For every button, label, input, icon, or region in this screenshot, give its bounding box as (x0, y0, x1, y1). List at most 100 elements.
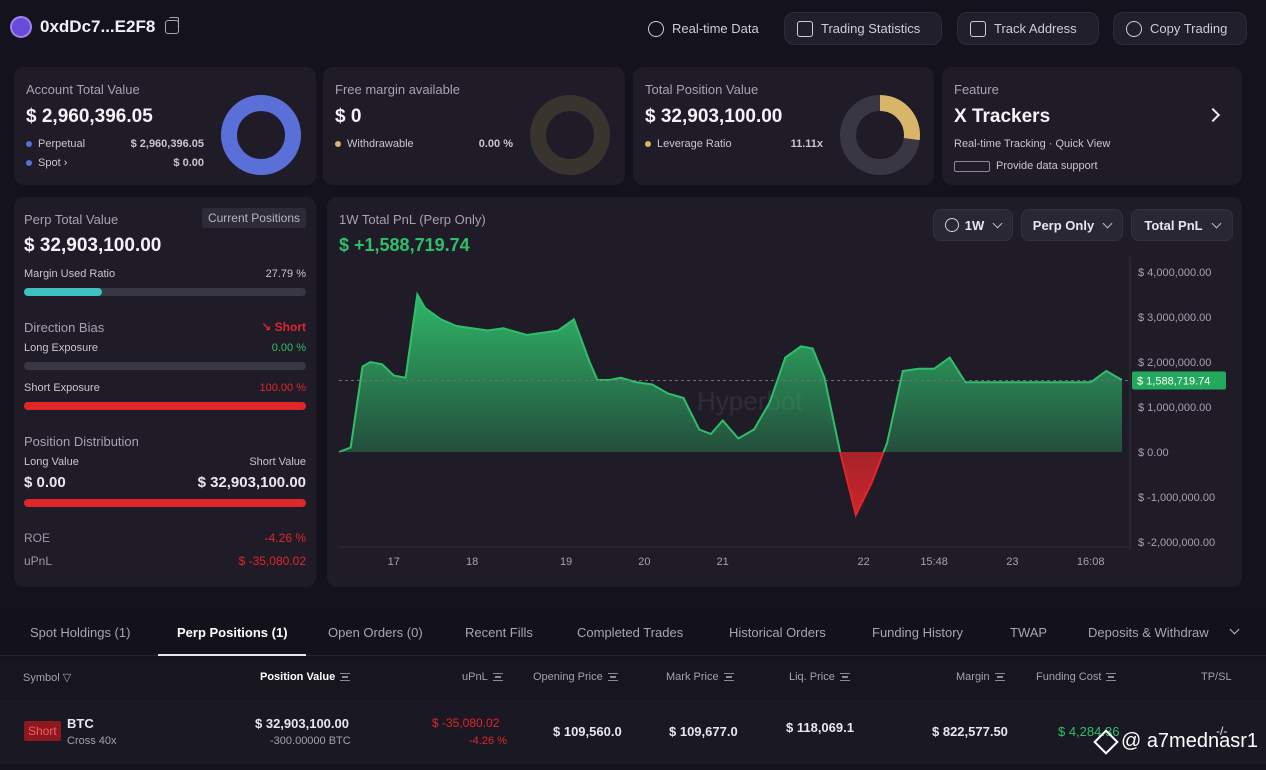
wallet-address: 0xdDc7...E2F8 (40, 17, 156, 36)
row-tpsl[interactable]: -/- (1216, 724, 1228, 738)
trend-down-icon: ↘ (261, 320, 275, 334)
upnl-row: uPnL $ -35,080.02 (24, 554, 306, 568)
col-liq-price[interactable]: Liq. Price (789, 671, 850, 683)
col-position-value[interactable]: Position Value (260, 671, 351, 683)
address-block: 0xdDc7...E2F8 (10, 16, 180, 38)
row-position-value: $ 32,903,100.00 (255, 716, 349, 731)
col-tpsl: TP/SL (1201, 671, 1232, 683)
track-address-button[interactable]: Track Address (957, 12, 1099, 45)
margin-donut (530, 95, 610, 175)
distribution-values-row: $ 0.00 $ 32,903,100.00 (24, 474, 306, 491)
y-tick-label: $ 2,000,000.00 (1138, 357, 1211, 369)
direction-bias-label: Direction Bias (24, 320, 105, 335)
tab-perp-positions[interactable]: Perp Positions (1) (177, 625, 288, 640)
perpetual-value: $ 2,960,396.05 (130, 138, 204, 150)
binance-logo-icon (1093, 728, 1119, 755)
chevron-down-icon[interactable] (1229, 624, 1240, 635)
feature-name: X Trackers (954, 106, 1051, 127)
feature-card[interactable]: Feature X Trackers Real-time Tracking · … (942, 67, 1242, 185)
side-badge: Short (24, 721, 61, 741)
tab-twap[interactable]: TWAP (1010, 625, 1048, 640)
long-exposure-bar (24, 362, 306, 370)
top-bar: 0xdDc7...E2F8 Real-time Data Trading Sta… (0, 0, 1266, 58)
roe-label: ROE (24, 531, 51, 545)
margin-used-label: Margin Used Ratio (24, 268, 116, 280)
copy-icon[interactable] (165, 17, 180, 34)
long-exposure-row: Long Exposure 0.00 % (24, 342, 306, 354)
tab-open-orders[interactable]: Open Orders (0) (328, 625, 423, 640)
tab-historical-orders[interactable]: Historical Orders (729, 625, 826, 640)
spot-row[interactable]: Spot › $ 0.00 (26, 157, 204, 169)
current-positions-button[interactable]: Current Positions (201, 208, 306, 228)
pnl-value: $ +1,588,719.74 (339, 235, 470, 255)
current-value-tag (1132, 371, 1226, 390)
col-funding-cost-label: Funding Cost (1036, 671, 1102, 683)
tab-funding-history[interactable]: Funding History (872, 625, 964, 640)
tab-recent-fills[interactable]: Recent Fills (465, 625, 533, 640)
clock-icon (944, 218, 959, 232)
y-tick-label: $ -1,000,000.00 (1138, 492, 1215, 504)
chevron-right-icon[interactable] (1205, 107, 1221, 123)
trading-statistics-button[interactable]: Trading Statistics (784, 12, 942, 45)
margin-used-fill (24, 288, 103, 296)
col-opening-price[interactable]: Opening Price (533, 671, 618, 683)
pnl-chart: Hyperbot $ 4,000,000.00$ 3,000,000.00$ 2… (338, 257, 1226, 568)
free-margin-card: Free margin available $ 0 Withdrawable 0… (323, 67, 625, 185)
free-margin-value: $ 0 (335, 106, 362, 127)
stats-icon (797, 20, 813, 37)
position-distribution-label: Position Distribution (24, 434, 139, 449)
real-time-data-button[interactable]: Real-time Data (636, 12, 771, 45)
tab-spot-holdings[interactable]: Spot Holdings (1) (30, 625, 131, 640)
row-opening-price: $ 109,560.0 (553, 724, 622, 739)
col-symbol[interactable]: Symbol ▽ (23, 671, 71, 684)
metric-select-label: Total PnL (1144, 217, 1203, 233)
tab-deposits-withdraw[interactable]: Deposits & Withdraw (1088, 625, 1209, 640)
y-tick-label: $ 3,000,000.00 (1138, 312, 1211, 324)
pnl-chart-panel: 1W Total PnL (Perp Only) $ +1,588,719.74… (327, 197, 1242, 587)
x-tick-label: 23 (1006, 556, 1018, 568)
short-exposure-bar (24, 402, 306, 410)
leverage-value: 11.11x (790, 138, 823, 150)
long-exposure-value: 0.00 % (271, 342, 306, 354)
long-value-label: Long Value (24, 456, 79, 468)
watermark: @ a7mednasr1 (1093, 728, 1258, 755)
col-margin[interactable]: Margin (956, 671, 1005, 683)
copy-trading-button[interactable]: Copy Trading (1113, 12, 1247, 45)
leverage-row: Leverage Ratio 11.11x (645, 138, 823, 150)
total-position-value: $ 32,903,100.00 (645, 106, 783, 127)
real-time-data-label: Real-time Data (672, 21, 759, 36)
track-address-label: Track Address (994, 21, 1077, 36)
distribution-labels-row: Long Value Short Value (24, 456, 306, 468)
row-margin: $ 822,577.50 (932, 724, 1008, 739)
row-funding-cost: $ 4,284.36 (1058, 724, 1120, 739)
distribution-bar (24, 499, 306, 507)
col-mark-price[interactable]: Mark Price (666, 671, 734, 683)
col-upnl[interactable]: uPnL (462, 671, 503, 683)
row-upnl-pct: -4.26 % (469, 735, 507, 747)
active-tab-indicator (158, 654, 306, 656)
feature-support: Provide data support (954, 160, 1098, 172)
refresh-icon (648, 20, 664, 37)
short-value: $ 32,903,100.00 (197, 474, 306, 491)
roe-value: -4.26 % (264, 531, 306, 545)
x-tick-label: 17 (388, 556, 400, 568)
tab-completed-trades[interactable]: Completed Trades (577, 625, 684, 640)
short-exposure-row: Short Exposure 100.00 % (24, 382, 306, 394)
copy-trading-label: Copy Trading (1150, 21, 1228, 36)
y-tick-label: $ 4,000,000.00 (1138, 267, 1211, 279)
margin-used-bar (24, 288, 306, 296)
y-tick-label: $ 0.00 (1138, 447, 1169, 459)
position-donut (840, 95, 920, 175)
table-row[interactable]: Short BTC Cross 40x $ 32,903,100.00 -300… (0, 700, 1266, 764)
pnl-title: 1W Total PnL (Perp Only) (339, 212, 486, 227)
wallet-avatar (10, 16, 32, 38)
row-symbol[interactable]: BTC (67, 716, 94, 731)
pnl-line-positive (338, 291, 1123, 452)
short-exposure-fill (24, 402, 306, 410)
spot-label: Spot (38, 157, 61, 169)
metric-select[interactable]: Total PnL (1131, 209, 1233, 241)
perp-filter-select[interactable]: Perp Only (1021, 209, 1123, 241)
range-select[interactable]: 1W (933, 209, 1013, 241)
pnl-area-positive (339, 294, 1122, 452)
col-funding-cost[interactable]: Funding Cost (1036, 671, 1117, 683)
